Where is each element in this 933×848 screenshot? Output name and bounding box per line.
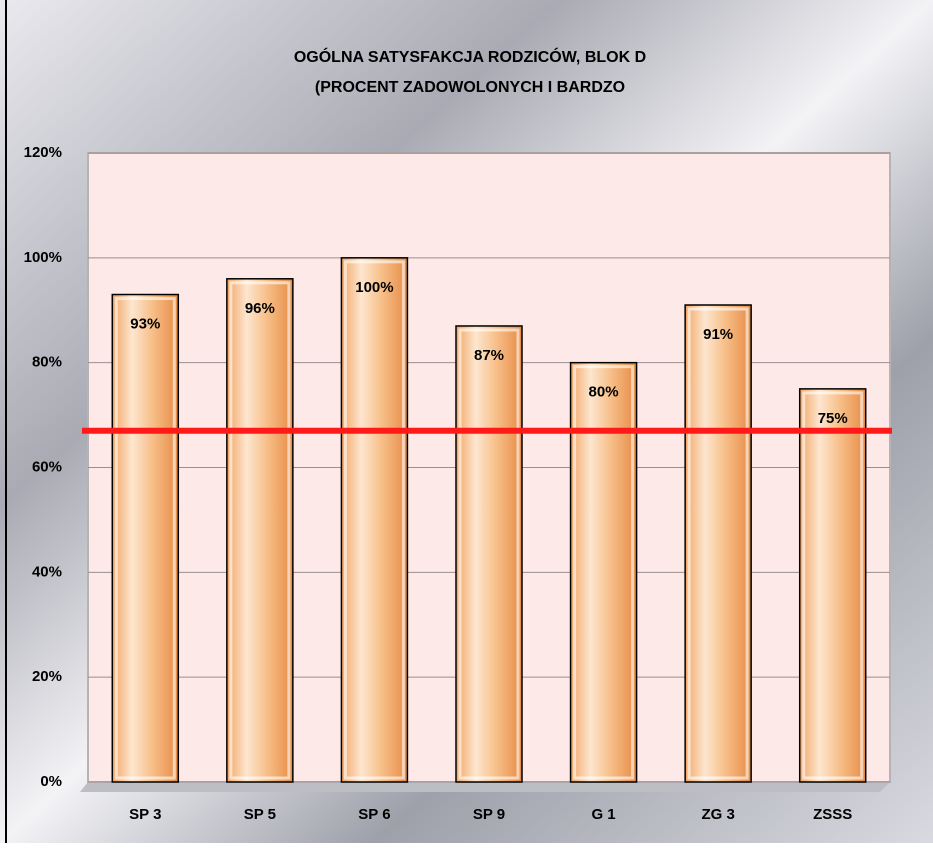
bar-bevel xyxy=(114,297,176,780)
y-tick-label: 60% xyxy=(32,458,62,475)
floor xyxy=(80,782,890,792)
bar-bevel xyxy=(573,365,635,780)
value-label: 75% xyxy=(818,410,848,427)
bar xyxy=(569,361,638,783)
chart-title: OGÓLNA SATYSFAKCJA RODZICÓW, BLOK D xyxy=(294,47,646,66)
x-tick-label: SP 6 xyxy=(358,806,390,823)
value-label: 80% xyxy=(589,384,619,401)
y-tick-label: 20% xyxy=(32,668,62,685)
x-tick-label: ZSSS xyxy=(813,806,852,823)
y-tick-label: 120% xyxy=(24,144,62,161)
bar-bevel xyxy=(229,281,291,780)
bar xyxy=(798,388,867,783)
x-tick-label: G 1 xyxy=(591,806,615,823)
bar-bevel xyxy=(802,391,864,780)
x-tick-label: SP 3 xyxy=(129,806,161,823)
bar xyxy=(111,293,180,783)
bar xyxy=(340,257,409,783)
y-tick-label: 80% xyxy=(32,354,62,371)
bar-bevel xyxy=(458,328,520,780)
x-tick-label: SP 9 xyxy=(473,806,505,823)
y-tick-label: 40% xyxy=(32,563,62,580)
value-label: 87% xyxy=(474,347,504,364)
value-label: 91% xyxy=(703,326,733,343)
bar xyxy=(684,304,752,783)
value-label: 93% xyxy=(130,315,160,332)
y-tick-label: 0% xyxy=(40,773,62,790)
value-label: 96% xyxy=(245,300,275,317)
y-tick-label: 100% xyxy=(24,249,62,266)
bar xyxy=(226,278,294,783)
bar-bevel xyxy=(687,307,749,780)
value-label: 100% xyxy=(355,279,393,296)
bar-bevel xyxy=(343,260,405,780)
bar xyxy=(455,325,523,783)
x-tick-label: SP 5 xyxy=(244,806,276,823)
chart-title: (PROCENT ZADOWOLONYCH I BARDZO xyxy=(315,79,625,96)
x-tick-label: ZG 3 xyxy=(701,806,734,823)
